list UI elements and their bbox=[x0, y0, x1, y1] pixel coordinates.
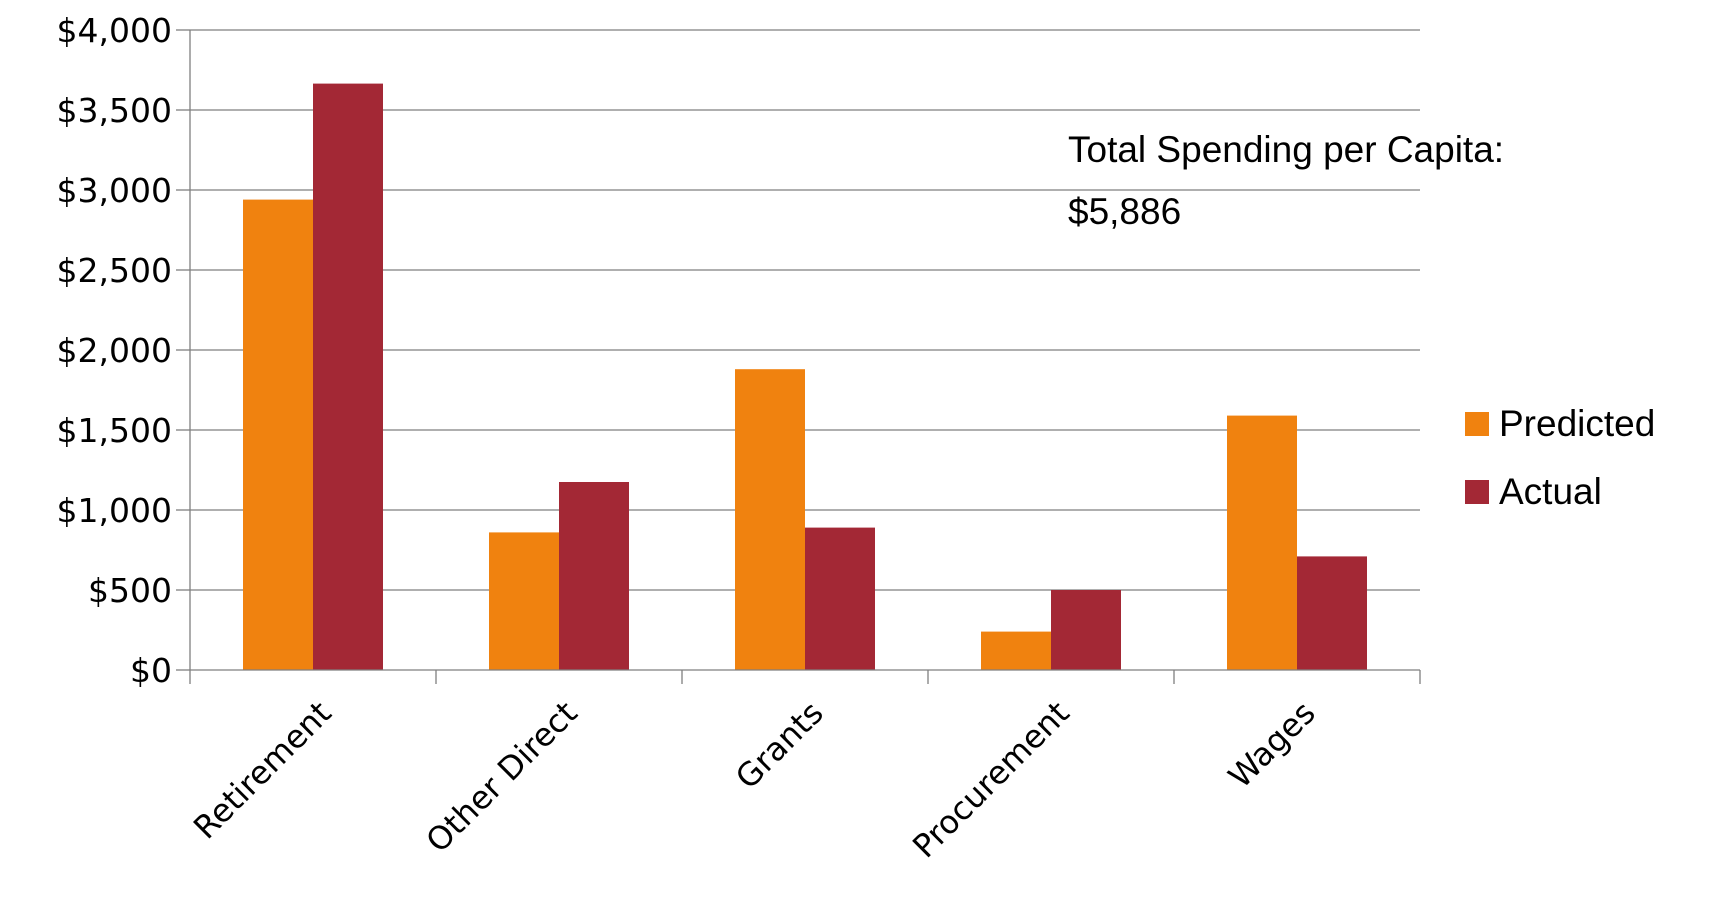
bar-predicted-other-direct bbox=[489, 532, 559, 670]
bars bbox=[243, 83, 1367, 671]
y-tick-label: $3,000 bbox=[57, 171, 172, 210]
bar-actual-retirement bbox=[313, 83, 383, 671]
y-tick-label: $2,500 bbox=[57, 251, 172, 290]
y-tick-label: $500 bbox=[88, 571, 172, 610]
bar-actual-wages bbox=[1297, 556, 1367, 670]
bar-predicted-grants bbox=[735, 369, 805, 670]
annotation-line-1: Total Spending per Capita: bbox=[1068, 129, 1504, 170]
y-tick-label: $3,500 bbox=[57, 91, 172, 130]
bar-predicted-wages bbox=[1227, 415, 1297, 670]
bar-actual-procurement bbox=[1051, 590, 1121, 670]
y-tick-label: $1,500 bbox=[57, 411, 172, 450]
y-tick-label: $4,000 bbox=[57, 11, 172, 50]
axes bbox=[176, 29, 1421, 684]
y-tick-label: $2,000 bbox=[57, 331, 172, 370]
legend-label-actual: Actual bbox=[1499, 471, 1602, 512]
legend-swatch-predicted bbox=[1465, 412, 1489, 436]
x-category-label: Retirement bbox=[186, 694, 339, 847]
x-category-label: Wages bbox=[1221, 694, 1323, 796]
y-tick-labels: $0 $500 $1,000 $1,500 $2,000 $2,500 $3,000 $3,5… bbox=[57, 11, 172, 690]
x-category-label: Grants bbox=[728, 694, 831, 797]
annotation: Total Spending per Capita: $5,886 bbox=[1068, 129, 1504, 232]
y-tick-label: $0 bbox=[130, 651, 172, 690]
bar-actual-grants bbox=[805, 527, 875, 670]
legend: Predicted Actual bbox=[1465, 403, 1655, 512]
legend-label-predicted: Predicted bbox=[1499, 403, 1655, 444]
bar-predicted-retirement bbox=[243, 199, 313, 670]
bar-predicted-procurement bbox=[981, 631, 1051, 670]
legend-swatch-actual bbox=[1465, 480, 1489, 504]
annotation-line-2: $5,886 bbox=[1068, 191, 1181, 232]
x-category-label: Procurement bbox=[905, 694, 1076, 865]
x-category-label: Other Direct bbox=[419, 694, 585, 860]
x-category-labels: Retirement Other Direct Grants Procurement W… bbox=[186, 694, 1323, 865]
bar-actual-other-direct bbox=[559, 482, 629, 670]
y-tick-label: $1,000 bbox=[57, 491, 172, 530]
